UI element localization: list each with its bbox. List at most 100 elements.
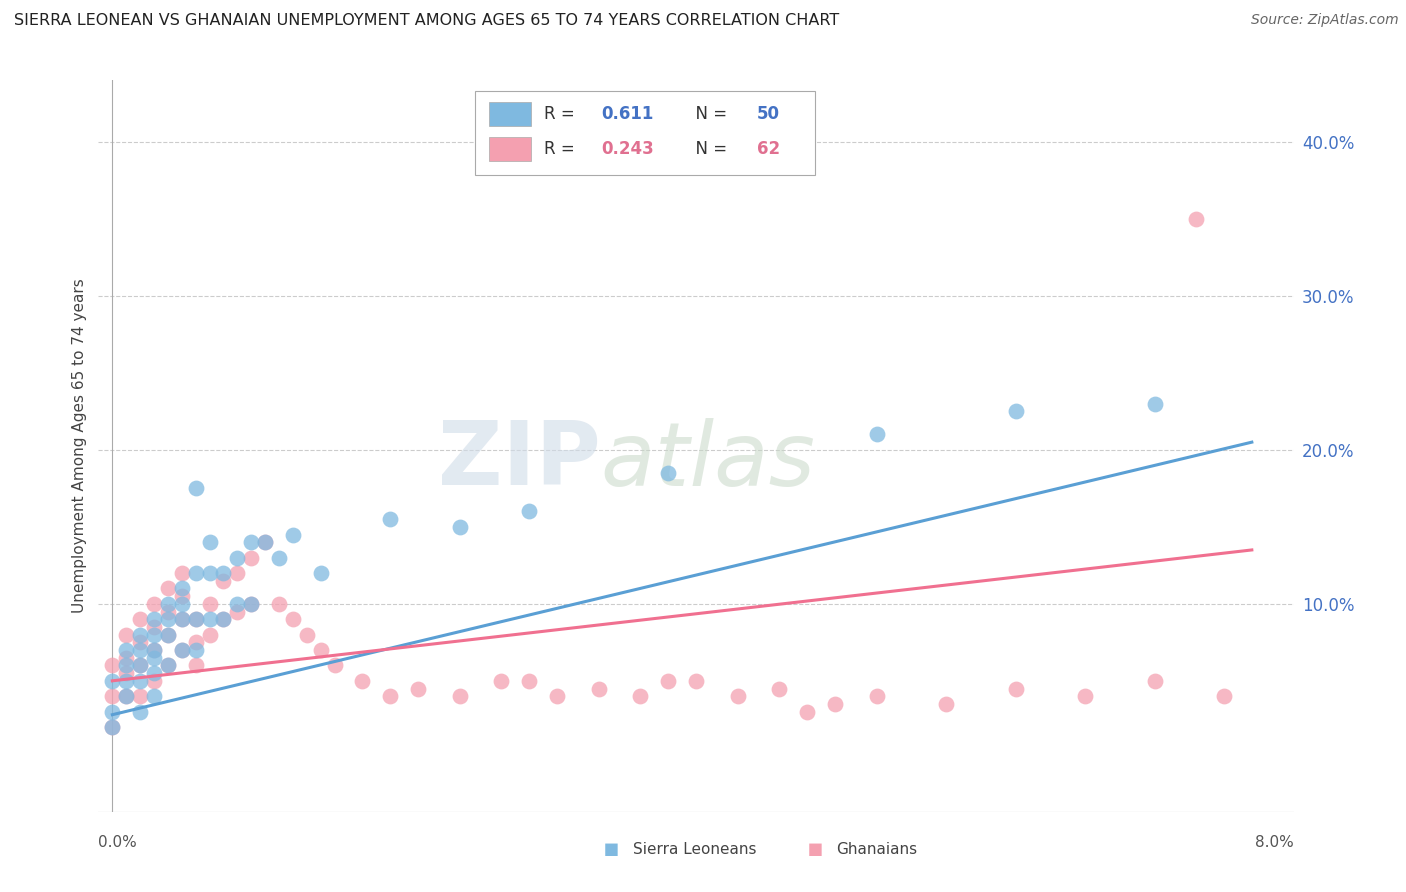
Point	[517, 673, 540, 688]
Point	[352, 673, 374, 688]
Point	[198, 612, 221, 626]
Point	[240, 535, 263, 549]
Point	[101, 658, 124, 673]
Point	[115, 650, 138, 665]
Point	[170, 612, 193, 626]
Point	[170, 643, 193, 657]
Point	[101, 720, 124, 734]
Text: 0.611: 0.611	[602, 105, 654, 123]
Point	[129, 635, 152, 649]
Y-axis label: Unemployment Among Ages 65 to 74 years: Unemployment Among Ages 65 to 74 years	[72, 278, 87, 614]
Point	[143, 627, 166, 641]
Point	[309, 643, 332, 657]
Point	[546, 690, 568, 704]
Point	[768, 681, 790, 696]
Point	[170, 612, 193, 626]
Point	[170, 597, 193, 611]
Point	[1185, 211, 1208, 226]
Text: ZIP: ZIP	[437, 417, 600, 504]
Point	[380, 512, 402, 526]
Point	[240, 550, 263, 565]
Point	[685, 673, 707, 688]
Point	[824, 697, 846, 711]
Text: 50: 50	[756, 105, 780, 123]
Text: R =: R =	[544, 105, 581, 123]
Point	[323, 658, 346, 673]
Point	[588, 681, 610, 696]
Point	[129, 643, 152, 657]
Point	[170, 582, 193, 596]
Text: N =: N =	[685, 105, 733, 123]
Point	[170, 589, 193, 603]
Point	[129, 690, 152, 704]
Point	[865, 427, 887, 442]
Point	[143, 673, 166, 688]
Point	[101, 690, 124, 704]
Point	[115, 658, 138, 673]
Point	[198, 627, 221, 641]
Point	[143, 690, 166, 704]
Point	[865, 690, 887, 704]
Point	[309, 566, 332, 580]
Point	[115, 673, 138, 688]
Point	[240, 597, 263, 611]
Point	[143, 597, 166, 611]
Text: Ghanaians: Ghanaians	[837, 842, 918, 856]
Point	[129, 705, 152, 719]
Point	[212, 612, 235, 626]
Point	[143, 666, 166, 681]
Point	[184, 612, 207, 626]
Text: 8.0%: 8.0%	[1254, 836, 1294, 850]
Point	[267, 597, 290, 611]
Text: Sierra Leoneans: Sierra Leoneans	[633, 842, 756, 856]
Point	[143, 643, 166, 657]
Point	[129, 627, 152, 641]
Point	[212, 612, 235, 626]
Text: 0.243: 0.243	[602, 140, 654, 158]
Point	[198, 535, 221, 549]
FancyBboxPatch shape	[489, 136, 531, 161]
Point	[254, 535, 277, 549]
Point	[156, 658, 179, 673]
Text: R =: R =	[544, 140, 581, 158]
Point	[657, 466, 679, 480]
Point	[156, 627, 179, 641]
Point	[143, 620, 166, 634]
Point	[129, 658, 152, 673]
Point	[156, 597, 179, 611]
Point	[129, 673, 152, 688]
Point	[115, 627, 138, 641]
Point	[517, 504, 540, 518]
Point	[935, 697, 957, 711]
Point	[101, 673, 124, 688]
Point	[226, 550, 249, 565]
Point	[267, 550, 290, 565]
Point	[295, 627, 318, 641]
Point	[143, 612, 166, 626]
Point	[198, 597, 221, 611]
Point	[281, 612, 304, 626]
Point	[156, 658, 179, 673]
Point	[115, 690, 138, 704]
Point	[115, 666, 138, 681]
Point	[184, 658, 207, 673]
Point	[406, 681, 429, 696]
Text: SIERRA LEONEAN VS GHANAIAN UNEMPLOYMENT AMONG AGES 65 TO 74 YEARS CORRELATION CH: SIERRA LEONEAN VS GHANAIAN UNEMPLOYMENT …	[14, 13, 839, 29]
Point	[657, 673, 679, 688]
Point	[1004, 681, 1026, 696]
Point	[212, 574, 235, 588]
Point	[796, 705, 818, 719]
Point	[226, 597, 249, 611]
Text: atlas: atlas	[600, 417, 815, 504]
Point	[143, 643, 166, 657]
Point	[727, 690, 749, 704]
Point	[1213, 690, 1236, 704]
Point	[1143, 673, 1166, 688]
Point	[1004, 404, 1026, 418]
Point	[226, 605, 249, 619]
Text: ▪: ▪	[603, 838, 620, 861]
Point	[156, 582, 179, 596]
Point	[184, 643, 207, 657]
Point	[240, 597, 263, 611]
Point	[115, 643, 138, 657]
